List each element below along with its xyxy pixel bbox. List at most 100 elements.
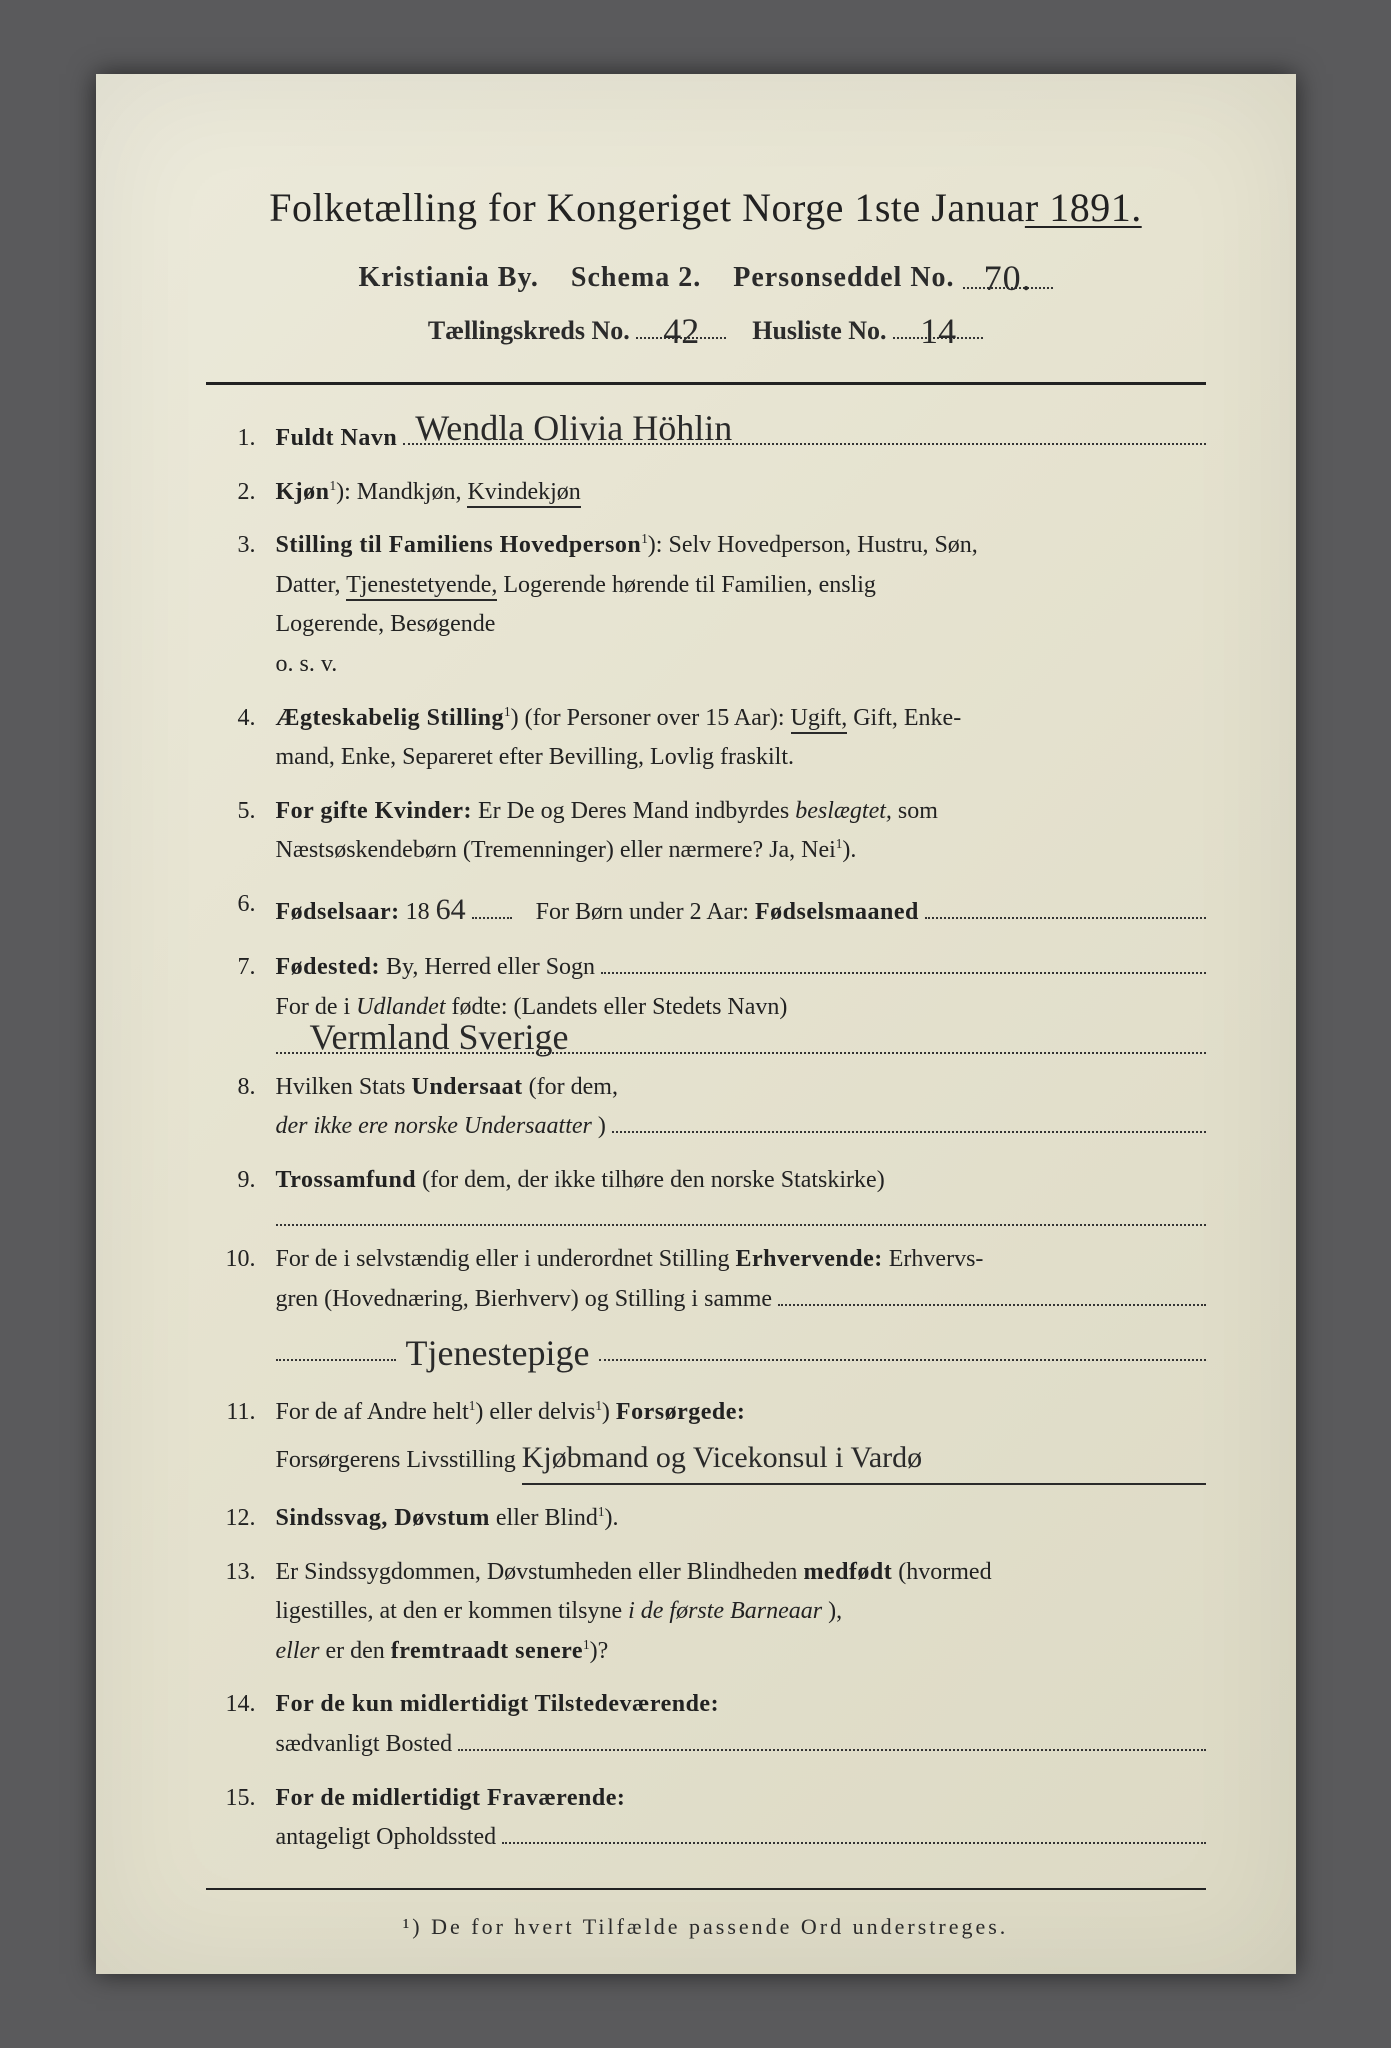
q8-label: Undersaat [412, 1074, 523, 1100]
census-form-page: Folketælling for Kongeriget Norge 1ste J… [96, 74, 1296, 1974]
q10-line1a: For de i selvstændig eller i underordnet… [276, 1246, 736, 1272]
q9-text: (for dem, der ikke tilhøre den norske St… [422, 1167, 885, 1193]
q8-italic: der ikke ere norske Undersaatter [276, 1107, 592, 1147]
q9-label: Trossamfund [276, 1167, 417, 1193]
title-text: Folketælling for Kongeriget Norge 1ste J… [269, 185, 1025, 230]
q2-sup: 1 [330, 478, 337, 493]
q7-value: Vermland Sverige [306, 1008, 573, 1067]
q3-selected: Tjenestetyende, [346, 572, 497, 601]
q6-label2: Fødselsmaaned [755, 893, 919, 933]
q11-line1c: ) [602, 1399, 616, 1425]
scan-background: Folketælling for Kongeriget Norge 1ste J… [0, 0, 1391, 2048]
personseddel-no-value: 70. [980, 258, 1036, 298]
q12-text: eller Blind [496, 1505, 598, 1531]
q14-label: For de kun midlertidigt Tilstedeværende: [276, 1691, 720, 1717]
q3-label: Stilling til Familiens Hovedperson [276, 532, 642, 558]
q2-label: Kjøn [276, 479, 330, 505]
schema-label: Schema 2. [571, 262, 701, 293]
q4-marital: Ægteskabelig Stilling1) (for Personer ov… [206, 699, 1206, 778]
q3-relation: Stilling til Familiens Hovedperson1): Se… [206, 526, 1206, 684]
q9-religion: Trossamfund (for dem, der ikke tilhøre d… [206, 1161, 1206, 1227]
q12-disability: Sindssvag, Døvstum eller Blind1). [206, 1499, 1206, 1539]
q8-line1: Hvilken Stats [276, 1074, 412, 1100]
q13-line2b: ), [828, 1598, 842, 1624]
q15-fill [502, 1818, 1205, 1844]
q4-paren: (for Personer over 15 Aar): [519, 705, 791, 731]
header-line-3: Tællingskreds No. 42 Husliste No. 14 [206, 306, 1206, 346]
q11-value: Kjøbmand og Vicekonsul i Vardø [522, 1433, 1206, 1486]
q6-month-fill [925, 893, 1206, 919]
q12-label: Sindssvag, Døvstum [276, 1505, 490, 1531]
q11-line2a: Forsørgerens Livsstilling [276, 1441, 516, 1481]
q13-line1a: Er Sindssygdommen, Døvstumheden eller Bl… [276, 1559, 804, 1585]
footnote: ¹) De for hvert Tilfælde passende Ord un… [206, 1914, 1206, 1940]
q10-occupation: For de i selvstændig eller i underordnet… [206, 1240, 1206, 1379]
q13-line3b: )? [590, 1638, 609, 1664]
q7-fill2: Vermland Sverige [276, 1028, 1206, 1054]
q10-fill2a [276, 1335, 396, 1361]
q13-line2a: ligestilles, at den er kommen tilsyne [276, 1598, 629, 1624]
q3-line4: o. s. v. [276, 651, 338, 677]
q1-value: Wendla Olivia Höhlin [411, 399, 736, 458]
q6-year-fill [472, 893, 512, 919]
footnote-text: De for hvert Tilfælde passende Ord under… [431, 1914, 1008, 1939]
q9-fill [276, 1200, 1206, 1226]
q7-label: Fødested: [276, 948, 380, 988]
q15-line2: antageligt Opholdssted [276, 1818, 497, 1858]
q10-fill1 [778, 1280, 1205, 1306]
bottom-rule [206, 1888, 1206, 1890]
q2-selected: Kvindekjøn [467, 479, 580, 508]
husliste-no-field: 14 [893, 306, 983, 339]
husliste-no-value: 14 [916, 311, 960, 351]
q10-line2: gren (Hovednæring, Bierhverv) og Stillin… [276, 1280, 773, 1320]
husliste-label: Husliste No. [752, 316, 886, 345]
q3-sup: 1 [641, 531, 648, 546]
q6-mid: For Børn under 2 Aar: [536, 893, 749, 933]
q7-line1: By, Herred eller Sogn [386, 948, 595, 988]
q4-sup: 1 [504, 704, 511, 719]
q5-line2: Næstsøskendebørn (Tremenninger) eller næ… [276, 837, 836, 863]
q4-rest: Gift, Enke- [853, 705, 961, 731]
q14-fill [458, 1725, 1205, 1751]
q7-birthplace: Fødested: By, Herred eller Sogn For de i… [206, 948, 1206, 1053]
q13-bold3: fremtraadt senere [391, 1638, 583, 1664]
q5-married-women: For gifte Kvinder: Er De og Deres Mand i… [206, 792, 1206, 871]
q4-line2: mand, Enke, Separeret efter Bevilling, L… [276, 744, 795, 770]
q11-line1a: For de af Andre helt [276, 1399, 469, 1425]
q13-disability-onset: Er Sindssygdommen, Døvstumheden eller Bl… [206, 1553, 1206, 1672]
q5-italic: beslægtet, [795, 798, 892, 824]
footnote-marker: ¹) [403, 1914, 423, 1939]
q7-fill1 [601, 948, 1205, 974]
q10-line1b: Erhvervs- [889, 1246, 984, 1272]
q11-label: Forsørgede: [616, 1399, 745, 1425]
q13-italic2: i de første Barneaar [628, 1598, 822, 1624]
q14-line2: sædvanligt Bosted [276, 1725, 453, 1765]
q3-line2b: Logerende hørende til Familien, enslig [503, 572, 876, 598]
q13-sup: 1 [583, 1637, 590, 1652]
kreds-label: Tællingskreds No. [428, 316, 630, 345]
q4-selected: Ugift, [791, 705, 848, 734]
q15-label: For de midlertidigt Fraværende: [276, 1785, 626, 1811]
q6-birth-year: Fødselsaar: 1864 For Børn under 2 Aar: F… [206, 885, 1206, 935]
q13-bold1: medfødt [803, 1559, 892, 1585]
q10-fill2b [599, 1335, 1205, 1361]
question-list: Fuldt Navn Wendla Olivia Höhlin Kjøn1): … [206, 419, 1206, 1858]
header-line-2: Kristiania By. Schema 2. Personseddel No… [206, 253, 1206, 294]
top-rule [206, 382, 1206, 385]
q12-end: ). [604, 1505, 618, 1531]
q13-italic3: eller [276, 1638, 320, 1664]
q11-line1b: ) eller delvis [475, 1399, 595, 1425]
q2-sex: Kjøn1): Mandkjøn, Kvindekjøn [206, 473, 1206, 513]
q14-temp-present: For de kun midlertidigt Tilstedeværende:… [206, 1685, 1206, 1764]
q1-fill: Wendla Olivia Höhlin [403, 419, 1205, 445]
q10-value: Tjenestepige [402, 1324, 594, 1383]
personseddel-no-field: 70. [963, 253, 1053, 289]
q8-citizenship: Hvilken Stats Undersaat (for dem, der ik… [206, 1068, 1206, 1147]
kreds-no-value: 42 [659, 311, 703, 351]
q2-options: Mandkjøn, [357, 479, 468, 505]
q3-line2a: Datter, [276, 572, 347, 598]
kreds-no-field: 42 [636, 306, 726, 339]
form-title: Folketælling for Kongeriget Norge 1ste J… [206, 184, 1206, 231]
q4-label: Ægteskabelig Stilling [276, 705, 505, 731]
q5-line1: Er De og Deres Mand indbyrdes [478, 798, 795, 824]
